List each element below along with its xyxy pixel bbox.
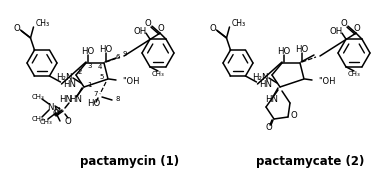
Text: 6: 6 [116,54,120,60]
Text: CH₃: CH₃ [36,18,50,28]
Text: O: O [209,23,216,32]
Text: HN: HN [260,81,272,89]
Text: O: O [341,19,347,28]
Text: HO: HO [278,47,290,56]
Text: O: O [145,19,151,28]
Text: CH₃: CH₃ [32,116,44,122]
Text: OH: OH [133,27,147,36]
Text: CH₃: CH₃ [348,71,360,77]
Text: H₂N: H₂N [56,73,72,82]
Text: O: O [158,24,164,33]
Text: O: O [290,110,298,120]
Text: O: O [266,122,272,131]
Text: 4: 4 [98,64,102,70]
Text: 5: 5 [100,74,104,80]
Text: pactamycin (1): pactamycin (1) [80,155,180,168]
Text: CH₃: CH₃ [32,94,44,100]
Text: ''OH: ''OH [318,76,336,86]
Text: HN: HN [265,95,278,103]
Text: ''OH: ''OH [122,76,140,86]
Text: N: N [47,102,53,111]
Text: HN: HN [64,81,76,89]
Text: HO: HO [87,100,101,109]
Text: pactamycate (2): pactamycate (2) [256,155,364,168]
Text: N: N [53,107,59,115]
Text: HN: HN [69,95,82,103]
Text: H₂N: H₂N [252,73,268,82]
Text: CH₃: CH₃ [152,71,164,77]
Text: HO: HO [82,47,94,56]
Text: O: O [53,109,59,119]
Text: HN: HN [59,95,72,104]
Text: OH: OH [329,27,343,36]
Text: 7: 7 [94,91,98,97]
Text: O: O [65,116,71,126]
Text: HO: HO [296,44,309,54]
Text: CH₃: CH₃ [232,18,246,28]
Text: 8: 8 [116,96,120,102]
Text: O: O [354,24,360,33]
Text: 1: 1 [87,82,91,88]
Text: HO: HO [100,44,113,54]
Text: O: O [13,23,20,32]
Text: 9: 9 [123,51,127,57]
Text: CH₃: CH₃ [40,119,53,125]
Text: 2: 2 [78,69,82,75]
Text: 3: 3 [88,63,92,69]
